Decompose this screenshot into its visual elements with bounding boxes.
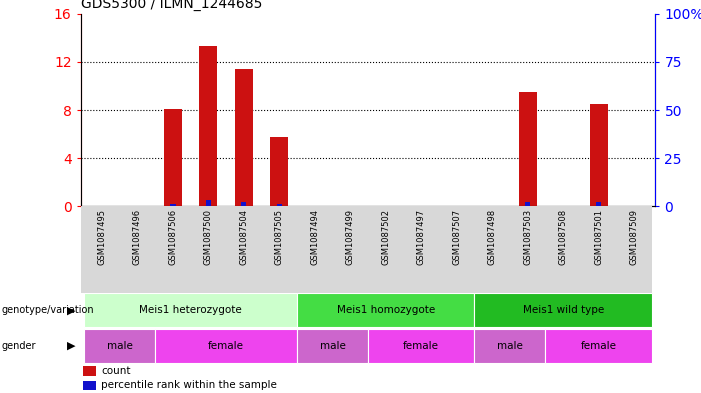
Text: male: male bbox=[497, 341, 523, 351]
Bar bbox=[475, 329, 545, 363]
Text: GSM1087498: GSM1087498 bbox=[488, 209, 497, 265]
Text: GSM1087499: GSM1087499 bbox=[346, 209, 355, 265]
Text: ▶: ▶ bbox=[67, 305, 76, 316]
Bar bbox=[200, 46, 217, 206]
Text: female: female bbox=[208, 341, 244, 351]
Bar bbox=[84, 294, 297, 327]
Bar bbox=[271, 136, 288, 206]
Text: gender: gender bbox=[1, 341, 36, 351]
Bar bbox=[519, 92, 536, 206]
Text: GSM1087496: GSM1087496 bbox=[133, 209, 142, 265]
Text: GSM1087500: GSM1087500 bbox=[204, 209, 213, 265]
Bar bbox=[83, 366, 96, 376]
Text: GDS5300 / ILMN_1244685: GDS5300 / ILMN_1244685 bbox=[81, 0, 262, 11]
Bar bbox=[368, 329, 475, 363]
Bar bbox=[84, 329, 155, 363]
Bar bbox=[545, 329, 652, 363]
Bar bbox=[170, 204, 175, 206]
Text: GSM1087505: GSM1087505 bbox=[275, 209, 284, 265]
Bar bbox=[277, 204, 282, 206]
Text: GSM1087494: GSM1087494 bbox=[311, 209, 319, 265]
Bar bbox=[235, 69, 252, 206]
Text: male: male bbox=[320, 341, 346, 351]
Text: GSM1087508: GSM1087508 bbox=[559, 209, 568, 265]
Text: genotype/variation: genotype/variation bbox=[1, 305, 94, 316]
Text: GSM1087495: GSM1087495 bbox=[97, 209, 107, 265]
Text: GSM1087503: GSM1087503 bbox=[523, 209, 532, 265]
Bar bbox=[475, 294, 652, 327]
Text: GSM1087501: GSM1087501 bbox=[594, 209, 603, 265]
Bar bbox=[164, 109, 182, 206]
Text: GSM1087502: GSM1087502 bbox=[381, 209, 390, 265]
Text: female: female bbox=[403, 341, 440, 351]
Bar bbox=[297, 294, 475, 327]
Bar bbox=[205, 200, 211, 206]
Text: GSM1087497: GSM1087497 bbox=[417, 209, 426, 265]
Bar bbox=[241, 202, 247, 206]
Bar bbox=[297, 329, 368, 363]
Bar bbox=[590, 104, 608, 206]
Bar bbox=[155, 329, 297, 363]
Bar bbox=[596, 202, 601, 206]
Text: GSM1087509: GSM1087509 bbox=[629, 209, 639, 265]
Text: percentile rank within the sample: percentile rank within the sample bbox=[102, 380, 277, 390]
Text: Meis1 homozygote: Meis1 homozygote bbox=[336, 305, 435, 316]
Text: Meis1 wild type: Meis1 wild type bbox=[522, 305, 604, 316]
Text: GSM1087507: GSM1087507 bbox=[452, 209, 461, 265]
Text: GSM1087506: GSM1087506 bbox=[168, 209, 177, 265]
Bar bbox=[525, 202, 531, 206]
Bar bbox=[83, 380, 96, 390]
Text: count: count bbox=[102, 366, 131, 376]
Text: male: male bbox=[107, 341, 132, 351]
Text: ▶: ▶ bbox=[67, 341, 76, 351]
Text: Meis1 heterozygote: Meis1 heterozygote bbox=[139, 305, 242, 316]
Text: female: female bbox=[580, 341, 617, 351]
Text: GSM1087504: GSM1087504 bbox=[239, 209, 248, 265]
